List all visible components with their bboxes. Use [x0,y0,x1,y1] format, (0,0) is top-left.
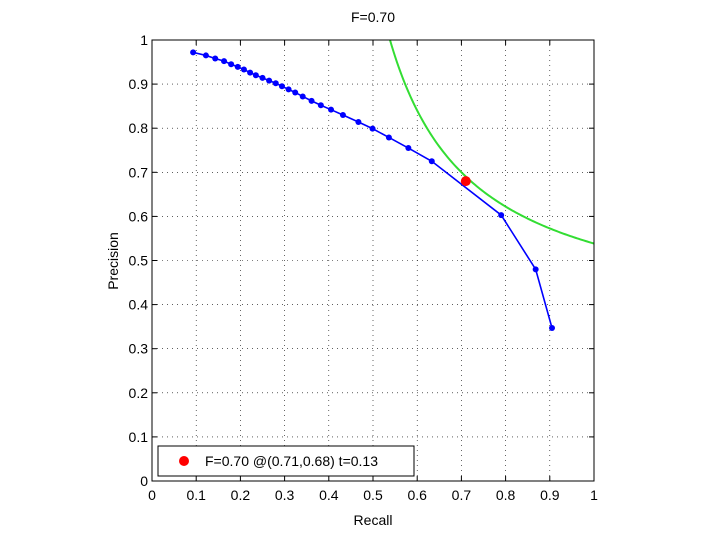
pr-point [299,93,306,100]
pr-point [339,111,346,118]
x-tick-labels: 0 0.1 0.2 0.3 0.4 0.5 0.6 0.7 0.8 0.9 1 [148,487,598,503]
best-f-point [460,176,471,187]
pr-point [317,102,324,109]
y-tick-label: 0.6 [129,208,149,224]
pr-point [532,266,539,273]
plot-area [190,40,594,331]
x-tick-label: 0.2 [231,487,251,503]
pr-point [228,61,235,68]
pr-point [212,55,219,62]
pr-point [405,145,412,152]
y-tick-label: 0.7 [129,164,149,180]
x-tick-label: 0.6 [407,487,427,503]
pr-point [498,212,505,219]
pr-point [549,324,556,331]
pr-curve-points [190,49,556,331]
y-tick-label: 0.3 [129,341,149,357]
pr-point [285,86,292,93]
y-tick-label: 0.5 [129,253,149,269]
pr-point [272,80,279,87]
tick-marks [151,39,595,482]
legend-text: F=0.70 @(0.71,0.68) t=0.13 [205,453,378,469]
legend-box [157,445,415,477]
pr-curve-line [192,51,553,329]
y-tick-label: 1 [140,32,148,48]
pr-point [308,97,315,104]
pr-point [259,74,266,81]
legend-marker [179,456,189,466]
x-tick-label: 0.4 [319,487,339,503]
x-tick-label: 0.9 [540,487,560,503]
y-tick-label: 0.1 [129,429,149,445]
pr-point [234,63,241,70]
legend: F=0.70 @(0.71,0.68) t=0.13 [157,445,415,477]
pr-point [292,89,299,96]
x-tick-label: 0.7 [452,487,472,503]
pr-point [202,52,209,59]
y-tick-label: 0.2 [129,385,149,401]
y-tick-label: 0 [140,473,148,489]
pr-point [240,66,247,73]
y-tick-label: 0.4 [129,297,149,313]
x-axis-label: Recall [354,512,393,528]
x-tick-label: 0.3 [275,487,295,503]
pr-point [369,125,376,132]
pr-point [385,134,392,141]
x-tick-label: 0.5 [363,487,383,503]
pr-point [247,69,254,76]
pr-point [328,106,335,113]
y-tick-label: 0.8 [129,120,149,136]
pr-point [428,158,435,165]
x-tick-label: 1 [590,487,598,503]
y-tick-label: 0.9 [129,76,149,92]
pr-point [252,72,259,79]
pr-point [355,119,362,126]
pr-point [190,49,197,56]
x-tick-label: 0 [148,487,156,503]
chart-title: F=0.70 [351,9,395,25]
x-tick-label: 0.8 [496,487,516,503]
pr-point [278,83,285,90]
y-tick-labels: 0 0.1 0.2 0.3 0.4 0.5 0.6 0.7 0.8 0.9 1 [129,32,149,489]
pr-point [266,77,273,84]
y-axis-label: Precision [105,232,121,290]
x-tick-label: 0.1 [186,487,206,503]
iso-f-curve [389,40,594,245]
pr-point [221,58,228,65]
